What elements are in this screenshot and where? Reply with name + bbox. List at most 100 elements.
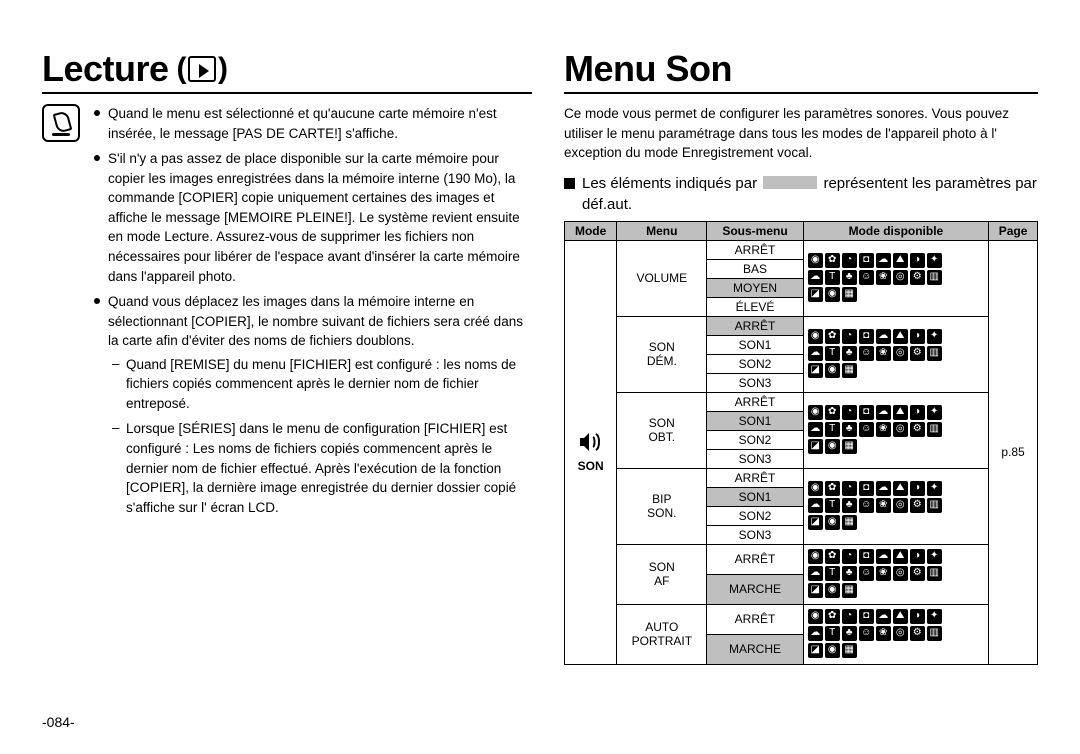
play-badge: () bbox=[177, 52, 228, 86]
mode-icon: ◎ bbox=[893, 346, 908, 361]
mode-icon: T bbox=[825, 422, 840, 437]
mode-icon: ⚙ bbox=[910, 422, 925, 437]
left-title: Lecture () bbox=[42, 48, 532, 94]
th-avail: Mode disponible bbox=[803, 221, 988, 240]
mode-cell: SON bbox=[565, 240, 617, 664]
available-modes-cell: ◉✿◔◘☁⛰◑✦☁T♣☺❀◎⚙▥◪◉▦ bbox=[803, 392, 988, 468]
mode-icon: ◘ bbox=[859, 609, 874, 624]
mode-icon: ◑ bbox=[910, 329, 925, 344]
mode-icon: ◑ bbox=[910, 609, 925, 624]
mode-icon: ☺ bbox=[859, 498, 874, 513]
mode-icon: ☺ bbox=[859, 422, 874, 437]
table-row: BIPSON.ARRÊT◉✿◔◘☁⛰◑✦☁T♣☺❀◎⚙▥◪◉▦ bbox=[565, 468, 1038, 487]
right-lead: Les éléments indiqués par représentent l… bbox=[564, 173, 1038, 215]
th-mode: Mode bbox=[565, 221, 617, 240]
mode-icon: ✦ bbox=[927, 549, 942, 564]
mode-icon: ▦ bbox=[842, 439, 857, 454]
bullet: S'il n'y a pas assez de place disponible… bbox=[92, 149, 532, 286]
available-modes-cell: ◉✿◔◘☁⛰◑✦☁T♣☺❀◎⚙▥◪◉▦ bbox=[803, 240, 988, 316]
mode-icon: ▦ bbox=[842, 643, 857, 658]
mode-icon: T bbox=[825, 498, 840, 513]
mode-icon: ⛰ bbox=[893, 549, 908, 564]
submenu-cell: MARCHE bbox=[707, 634, 803, 664]
mode-icon: ✿ bbox=[825, 481, 840, 496]
bullet: Quand vous déplacez les images dans la m… bbox=[92, 292, 532, 517]
mode-icon: ☺ bbox=[859, 270, 874, 285]
mode-icon: T bbox=[825, 346, 840, 361]
table-row: SONDÉM.ARRÊT◉✿◔◘☁⛰◑✦☁T♣☺❀◎⚙▥◪◉▦ bbox=[565, 316, 1038, 335]
mode-icon: ◔ bbox=[842, 405, 857, 420]
submenu-cell: SON1 bbox=[707, 335, 803, 354]
mode-icon: ▥ bbox=[927, 270, 942, 285]
right-title: Menu Son bbox=[564, 48, 1038, 94]
mode-icon: ☁ bbox=[876, 481, 891, 496]
menu-cell: AUTOPORTRAIT bbox=[617, 604, 707, 664]
mode-icon: ◉ bbox=[825, 439, 840, 454]
mode-icon: ◑ bbox=[910, 481, 925, 496]
mode-icon: ✿ bbox=[825, 609, 840, 624]
mode-icon: ♣ bbox=[842, 626, 857, 641]
mode-icon: ☁ bbox=[808, 626, 823, 641]
submenu-cell: BAS bbox=[707, 259, 803, 278]
submenu-cell: ARRÊT bbox=[707, 316, 803, 335]
mode-icon: ▦ bbox=[842, 287, 857, 302]
mode-icon: ◉ bbox=[825, 643, 840, 658]
mode-icon: ◪ bbox=[808, 643, 823, 658]
mode-icon: ✦ bbox=[927, 481, 942, 496]
mode-icon: ⛰ bbox=[893, 405, 908, 420]
mode-icon: ♣ bbox=[842, 346, 857, 361]
mode-icon: ◑ bbox=[910, 405, 925, 420]
mode-icon: ⛰ bbox=[893, 609, 908, 624]
mode-icon: ◎ bbox=[893, 270, 908, 285]
mode-icon: ◉ bbox=[808, 329, 823, 344]
dash-item: Lorsque [SÉRIES] dans le menu de configu… bbox=[108, 419, 532, 517]
mode-icon: ◔ bbox=[842, 481, 857, 496]
mode-icon: ⚙ bbox=[910, 346, 925, 361]
bullet-text: Quand vous déplacez les images dans la m… bbox=[108, 294, 523, 348]
mode-icon: ◉ bbox=[808, 609, 823, 624]
right-column: Menu Son Ce mode vous permet de configur… bbox=[564, 48, 1038, 665]
mode-icon: ❀ bbox=[876, 346, 891, 361]
left-bullets: Quand le menu est sélectionné et qu'aucu… bbox=[92, 104, 532, 523]
submenu-cell: ARRÊT bbox=[707, 468, 803, 487]
note-box: Quand le menu est sélectionné et qu'aucu… bbox=[42, 104, 532, 523]
submenu-cell: MARCHE bbox=[707, 574, 803, 604]
mode-icon: ◎ bbox=[893, 566, 908, 581]
mode-icon: ◪ bbox=[808, 515, 823, 530]
submenu-cell: ARRÊT bbox=[707, 240, 803, 259]
mode-icon: ◪ bbox=[808, 583, 823, 598]
mode-icon: ◑ bbox=[910, 549, 925, 564]
mode-icon: ☺ bbox=[859, 566, 874, 581]
default-chip bbox=[763, 176, 817, 189]
mode-icon: ◉ bbox=[808, 481, 823, 496]
dash-item: Quand [REMISE] du menu [FICHIER] est con… bbox=[108, 355, 532, 414]
bullet: Quand le menu est sélectionné et qu'aucu… bbox=[92, 104, 532, 143]
right-intro: Ce mode vous permet de configurer les pa… bbox=[564, 104, 1038, 163]
mode-icon: T bbox=[825, 566, 840, 581]
mode-icon: ◎ bbox=[893, 422, 908, 437]
page: Lecture () Quand le menu est sélectionné… bbox=[42, 48, 1038, 665]
mode-icon: ▥ bbox=[927, 346, 942, 361]
page-ref-cell: p.85 bbox=[989, 240, 1038, 664]
submenu-cell: MOYEN bbox=[707, 278, 803, 297]
mode-icon: ◔ bbox=[842, 609, 857, 624]
lead-a: Les éléments indiqués par bbox=[582, 175, 757, 192]
mode-icon: ☺ bbox=[859, 346, 874, 361]
submenu-cell: ARRÊT bbox=[707, 604, 803, 634]
mode-icon: ◉ bbox=[808, 253, 823, 268]
mode-icon: ⚙ bbox=[910, 498, 925, 513]
mode-icon: ✿ bbox=[825, 329, 840, 344]
mode-icon: ☁ bbox=[876, 609, 891, 624]
mode-icon: ◉ bbox=[808, 549, 823, 564]
mode-icon: ♣ bbox=[842, 566, 857, 581]
mode-icon: ◔ bbox=[842, 549, 857, 564]
mode-icon: ❀ bbox=[876, 422, 891, 437]
mode-icon: ◘ bbox=[859, 405, 874, 420]
mode-icon: ⛰ bbox=[893, 253, 908, 268]
mode-icon: ❀ bbox=[876, 626, 891, 641]
mode-icon: ✿ bbox=[825, 253, 840, 268]
menu-cell: VOLUME bbox=[617, 240, 707, 316]
mode-icon: ▦ bbox=[842, 363, 857, 378]
mode-icon: ⛰ bbox=[893, 481, 908, 496]
available-modes-cell: ◉✿◔◘☁⛰◑✦☁T♣☺❀◎⚙▥◪◉▦ bbox=[803, 468, 988, 544]
